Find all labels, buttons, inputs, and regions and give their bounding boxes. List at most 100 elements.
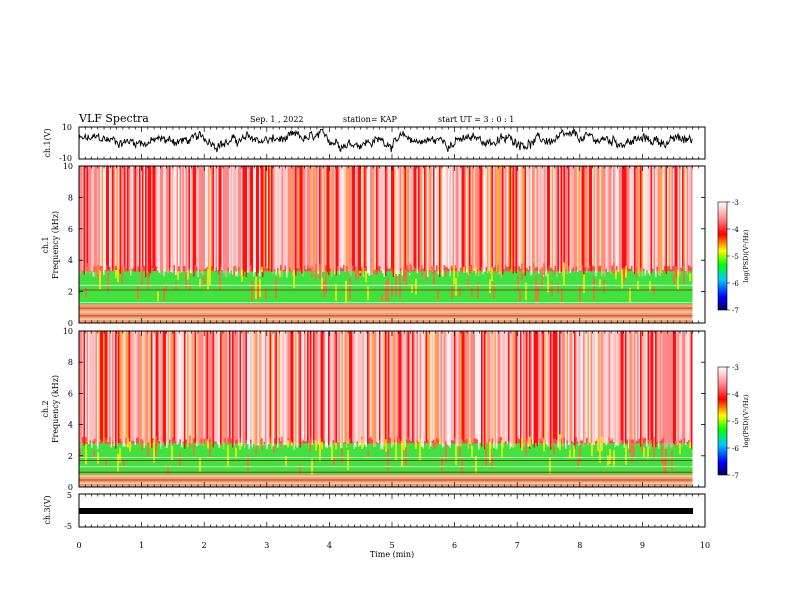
spectrum-streak: [373, 331, 375, 448]
spectrum-streak: [236, 166, 238, 277]
spectrum-streak: [163, 166, 165, 277]
spectrum-band-speck: [437, 290, 439, 300]
spectrum-band-speck: [579, 445, 581, 462]
spectrum-streak: [484, 166, 486, 272]
spectrum-streak: [185, 331, 187, 440]
spectrum-streak: [127, 331, 129, 439]
spectrum-streak: [562, 166, 564, 277]
spectrum-streak: [638, 331, 640, 439]
spectrum-streak: [475, 331, 477, 439]
spectrum-streak: [619, 166, 621, 273]
spectrum-streak: [334, 166, 336, 275]
spectrum-streak: [146, 166, 148, 274]
waveform-ch3-line: [79, 508, 693, 514]
spectrum-band-speck: [341, 449, 343, 463]
spectrum-streak: [386, 331, 388, 438]
spectrum-band-speck: [345, 280, 347, 304]
spectrum-streak: [419, 166, 421, 270]
spectrum-streak: [266, 166, 268, 269]
spectrum-streak: [466, 166, 468, 273]
spectrum-streak: [304, 331, 306, 442]
spectrum-streak: [364, 166, 366, 268]
spectrum-streak: [344, 166, 346, 272]
spectrum-streak: [206, 331, 208, 441]
spectrum-streak: [355, 166, 357, 267]
spectrum-streak: [607, 166, 609, 272]
spectrum-streak: [445, 331, 447, 442]
spectrum-streak: [529, 331, 531, 449]
spectrum-streak: [91, 166, 93, 271]
spectrum-streak: [208, 166, 210, 278]
spectrum-streak: [652, 331, 654, 447]
spectrum-band-speck: [491, 454, 493, 470]
spectrum-streak: [677, 166, 679, 276]
spectrum-streak: [166, 331, 168, 449]
spectrum-streak: [449, 331, 451, 448]
spectrum-streak: [343, 331, 345, 443]
spectrum-streak: [622, 166, 624, 275]
spectrum-streak: [563, 331, 565, 438]
spectrum-streak: [205, 166, 207, 269]
spectrum-streak: [461, 166, 463, 268]
spectrum-streak: [127, 166, 129, 271]
spectrum-streak: [251, 166, 253, 272]
spectrum-streak: [440, 166, 442, 276]
spectrum-band-speck: [321, 277, 323, 290]
spectrum-streak: [643, 166, 645, 269]
spectrum-streak: [554, 166, 556, 266]
spectrum-streak: [374, 331, 376, 447]
spectrum-band-speck: [163, 287, 165, 302]
spectrum-streak: [508, 166, 510, 267]
spectrum-streak: [388, 166, 390, 270]
spectrum-streak: [227, 166, 229, 268]
spectrum-band-speck: [469, 266, 471, 273]
spectrum-streak: [119, 331, 121, 439]
spectrum-streak: [323, 331, 325, 441]
spectrum-streak: [445, 166, 447, 267]
spectrum-band-speck: [199, 457, 201, 473]
spectrum-band-speck: [387, 449, 389, 471]
spectrum-streak: [383, 331, 385, 447]
spectrum-streak: [400, 166, 402, 268]
x-tick-label: 2: [202, 541, 207, 550]
spectrogram-ch1-image: [79, 166, 705, 323]
spectrum-streak: [205, 331, 207, 444]
spectrum-streak: [476, 166, 478, 270]
spectrum-streak: [179, 331, 181, 440]
spectrum-streak: [265, 166, 267, 267]
spectrum-streak: [203, 331, 205, 439]
spectrum-band-speck: [251, 280, 253, 302]
spectrum-low-strip: [79, 474, 693, 487]
spectrum-streak: [635, 331, 637, 441]
waveform-ch3-panel: 5 -5 ch.3(V): [43, 491, 706, 531]
spectrum-streak: [257, 166, 259, 274]
spectrogram-ch1-panel: 0 2 4 6 8 10 ch.1 Frequency (kHz) -3 -4 -5 -6 -7 l…: [41, 162, 750, 328]
spectrum-streak: [487, 331, 489, 444]
spectrum-streak: [179, 166, 181, 274]
spectrum-streak: [533, 166, 535, 271]
spectrum-streak: [542, 331, 544, 438]
freq-tick-label: 4: [68, 421, 73, 430]
spectrum-streak: [526, 166, 528, 268]
spectrum-streak: [187, 331, 189, 447]
spectrum-band-speck: [155, 436, 157, 457]
spectrum-streak: [221, 331, 223, 445]
spectrum-streak: [313, 331, 315, 440]
spectrum-streak: [143, 166, 145, 266]
colorbar-label: log(PSD)(V²/Hz): [742, 394, 750, 447]
spectrum-streak: [568, 331, 570, 445]
spectrum-streak: [89, 166, 91, 274]
spectrum-streak: [148, 166, 150, 277]
spectrum-streak: [610, 331, 612, 441]
spectrum-streak: [107, 331, 109, 442]
spectrum-streak: [532, 331, 534, 444]
spectrum-streak: [200, 166, 202, 274]
spectrum-streak: [299, 331, 301, 448]
spectrum-band-speck: [319, 263, 321, 280]
spectrum-streak: [310, 331, 312, 443]
spectrum-streak: [307, 166, 309, 266]
spectrum-band-speck: [403, 437, 405, 451]
spectrum-streak: [565, 166, 567, 270]
spectrum-streak: [317, 166, 319, 274]
spectrum-band-speck: [445, 443, 447, 462]
